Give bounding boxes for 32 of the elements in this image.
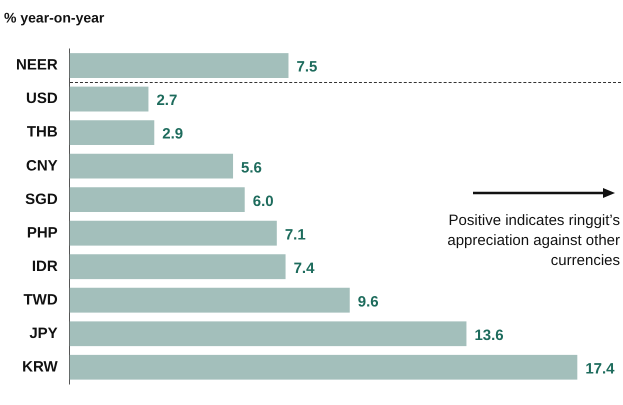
- data-label: 5.6: [241, 159, 262, 176]
- data-label: 2.7: [156, 92, 178, 110]
- bar: [70, 288, 350, 313]
- y-tick-label: IDR: [32, 258, 58, 275]
- bar: [70, 120, 154, 146]
- y-tick-label: PHP: [26, 224, 58, 242]
- bar: [70, 354, 578, 380]
- data-label: 9.6: [358, 293, 379, 310]
- data-label: 13.6: [474, 326, 504, 344]
- data-label: 7.1: [284, 226, 306, 244]
- bar: [70, 254, 286, 280]
- data-label: 2.9: [162, 126, 184, 143]
- y-tick-label: NEER: [16, 56, 58, 74]
- y-tick-label: USD: [26, 90, 58, 108]
- bar: [70, 220, 277, 246]
- y-tick-label: JPY: [29, 324, 58, 342]
- annotation: Positive indicates ringgit’s appreciation against other currencies: [446, 211, 620, 271]
- bar: [70, 187, 245, 212]
- y-tick-label: TWD: [24, 291, 58, 308]
- data-label: 17.4: [585, 360, 616, 378]
- bar: [70, 53, 288, 78]
- bar: [70, 321, 466, 346]
- y-tick-label: THB: [26, 124, 58, 141]
- bar: [70, 154, 234, 179]
- y-tick-label: KRW: [22, 358, 59, 376]
- data-label: 7.5: [296, 58, 318, 76]
- chart-title: % year-on-year: [4, 9, 105, 26]
- data-label: 7.4: [294, 260, 316, 277]
- data-label: 6.0: [252, 192, 274, 210]
- y-tick-label: SGD: [25, 190, 58, 208]
- y-tick-label: CNY: [26, 157, 58, 174]
- bar: [70, 86, 148, 112]
